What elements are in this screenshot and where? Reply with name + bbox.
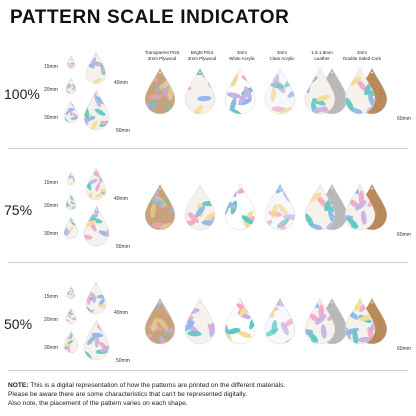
material-card-clear	[264, 67, 296, 115]
material-card-bright	[184, 67, 216, 115]
material-header-line-1: 3mm	[237, 50, 247, 55]
scale-row: 100% 15mm 20mm 30mm 40mm 50mm 60mm Transparent …	[0, 34, 416, 140]
sample-30mm-shape	[63, 216, 79, 240]
material-card-leather-front	[304, 67, 336, 115]
size-label-50mm: 50mm	[116, 358, 130, 364]
material-header-line-2: Clear Acrylic	[269, 55, 295, 61]
material-header-line-1: 2mm	[357, 50, 367, 55]
note-line-1: This is a digital representation of how …	[30, 382, 286, 389]
size-label-15mm: 15mm	[44, 294, 58, 300]
material-card-leather-front	[304, 183, 336, 231]
material-header-line-2: Double Sided Cork	[343, 55, 381, 61]
material-header: Transparent Print 3mm Plywood	[131, 50, 193, 61]
material-header-line-2: 3mm Plywood	[187, 55, 217, 61]
material-card-clear	[264, 183, 296, 231]
size-label-60mm: 60mm	[397, 232, 411, 238]
size-label-20mm: 20mm	[44, 87, 58, 93]
sample-50mm-shape	[83, 89, 110, 131]
size-label-20mm: 20mm	[44, 317, 58, 323]
note-text: NOTE: This is a digital representation o…	[8, 381, 408, 408]
sample-50mm-shape	[83, 319, 110, 361]
material-card-leather-front	[304, 297, 336, 345]
size-label-50mm: 50mm	[116, 244, 130, 250]
material-header-line-1: 3mm	[277, 50, 287, 55]
page-title: PATTERN SCALE INDICATOR	[10, 7, 290, 28]
size-label-50mm: 50mm	[116, 128, 130, 134]
material-header: 3mm Clear Acrylic	[251, 50, 313, 61]
row-divider	[8, 370, 408, 371]
scale-percent: 75%	[4, 202, 33, 218]
material-card-plywood	[144, 297, 176, 345]
sample-20mm-shape	[65, 77, 77, 95]
size-label-30mm: 30mm	[44, 115, 58, 121]
sample-50mm-shape	[83, 205, 110, 247]
scale-percent: 100%	[4, 86, 40, 102]
size-label-30mm: 30mm	[44, 345, 58, 351]
material-card-plywood	[144, 183, 176, 231]
material-card-cork-front	[344, 67, 376, 115]
scale-row: 75% 15mm 20mm 30mm 40mm 50mm 60mm	[0, 150, 416, 256]
material-header: 2mm Double Sided Cork	[331, 50, 393, 61]
material-header-line-1: Transparent Print	[144, 50, 180, 55]
sample-15mm-shape	[66, 171, 76, 186]
scale-percent: 50%	[4, 316, 33, 332]
material-header-line-2: Leather	[314, 55, 330, 61]
material-header-line-2: 3mm Plywood	[147, 55, 177, 61]
size-label-40mm: 40mm	[114, 196, 128, 202]
material-card-clear	[264, 297, 296, 345]
sample-40mm-shape	[85, 167, 107, 201]
material-header-line-2: White Acrylic	[229, 55, 255, 61]
note-line-3: Also note, the placement of the pattern …	[8, 400, 188, 407]
sample-20mm-shape	[65, 307, 77, 325]
size-label-60mm: 60mm	[397, 346, 411, 352]
sample-20mm-shape	[65, 193, 77, 211]
note-line-2: Please be aware there are some character…	[8, 391, 248, 398]
sample-40mm-shape	[85, 281, 107, 315]
material-header-line-1: Bright Print	[190, 50, 214, 55]
material-card-bright	[184, 297, 216, 345]
sample-30mm-shape	[63, 330, 79, 354]
material-card-white	[224, 183, 256, 231]
scale-row: 50% 15mm 20mm 30mm 40mm 50mm 60mm	[0, 264, 416, 370]
material-card-white	[224, 297, 256, 345]
size-label-40mm: 40mm	[114, 310, 128, 316]
size-label-15mm: 15mm	[44, 64, 58, 70]
material-card-plywood	[144, 67, 176, 115]
size-label-30mm: 30mm	[44, 231, 58, 237]
row-divider	[8, 262, 408, 263]
sample-30mm-shape	[63, 100, 79, 124]
material-header: 1.6-1.8mm Leather	[291, 50, 353, 61]
size-label-60mm: 60mm	[397, 116, 411, 122]
material-card-white	[224, 67, 256, 115]
material-card-bright	[184, 183, 216, 231]
material-header: 3mm White Acrylic	[211, 50, 273, 61]
material-card-cork-front	[344, 297, 376, 345]
sample-15mm-shape	[66, 55, 76, 70]
material-header: Bright Print 3mm Plywood	[171, 50, 233, 61]
sample-15mm-shape	[66, 285, 76, 300]
size-label-15mm: 15mm	[44, 180, 58, 186]
size-label-40mm: 40mm	[114, 80, 128, 86]
row-divider	[8, 148, 408, 149]
material-header-line-1: 1.6-1.8mm	[311, 50, 333, 55]
sample-40mm-shape	[85, 51, 107, 85]
material-card-cork-front	[344, 183, 376, 231]
size-label-20mm: 20mm	[44, 203, 58, 209]
note-label: NOTE:	[8, 382, 29, 389]
